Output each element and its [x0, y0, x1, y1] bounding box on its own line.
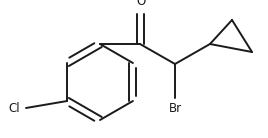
- Text: Cl: Cl: [8, 102, 20, 115]
- Text: O: O: [136, 0, 146, 8]
- Text: Br: Br: [168, 102, 181, 115]
